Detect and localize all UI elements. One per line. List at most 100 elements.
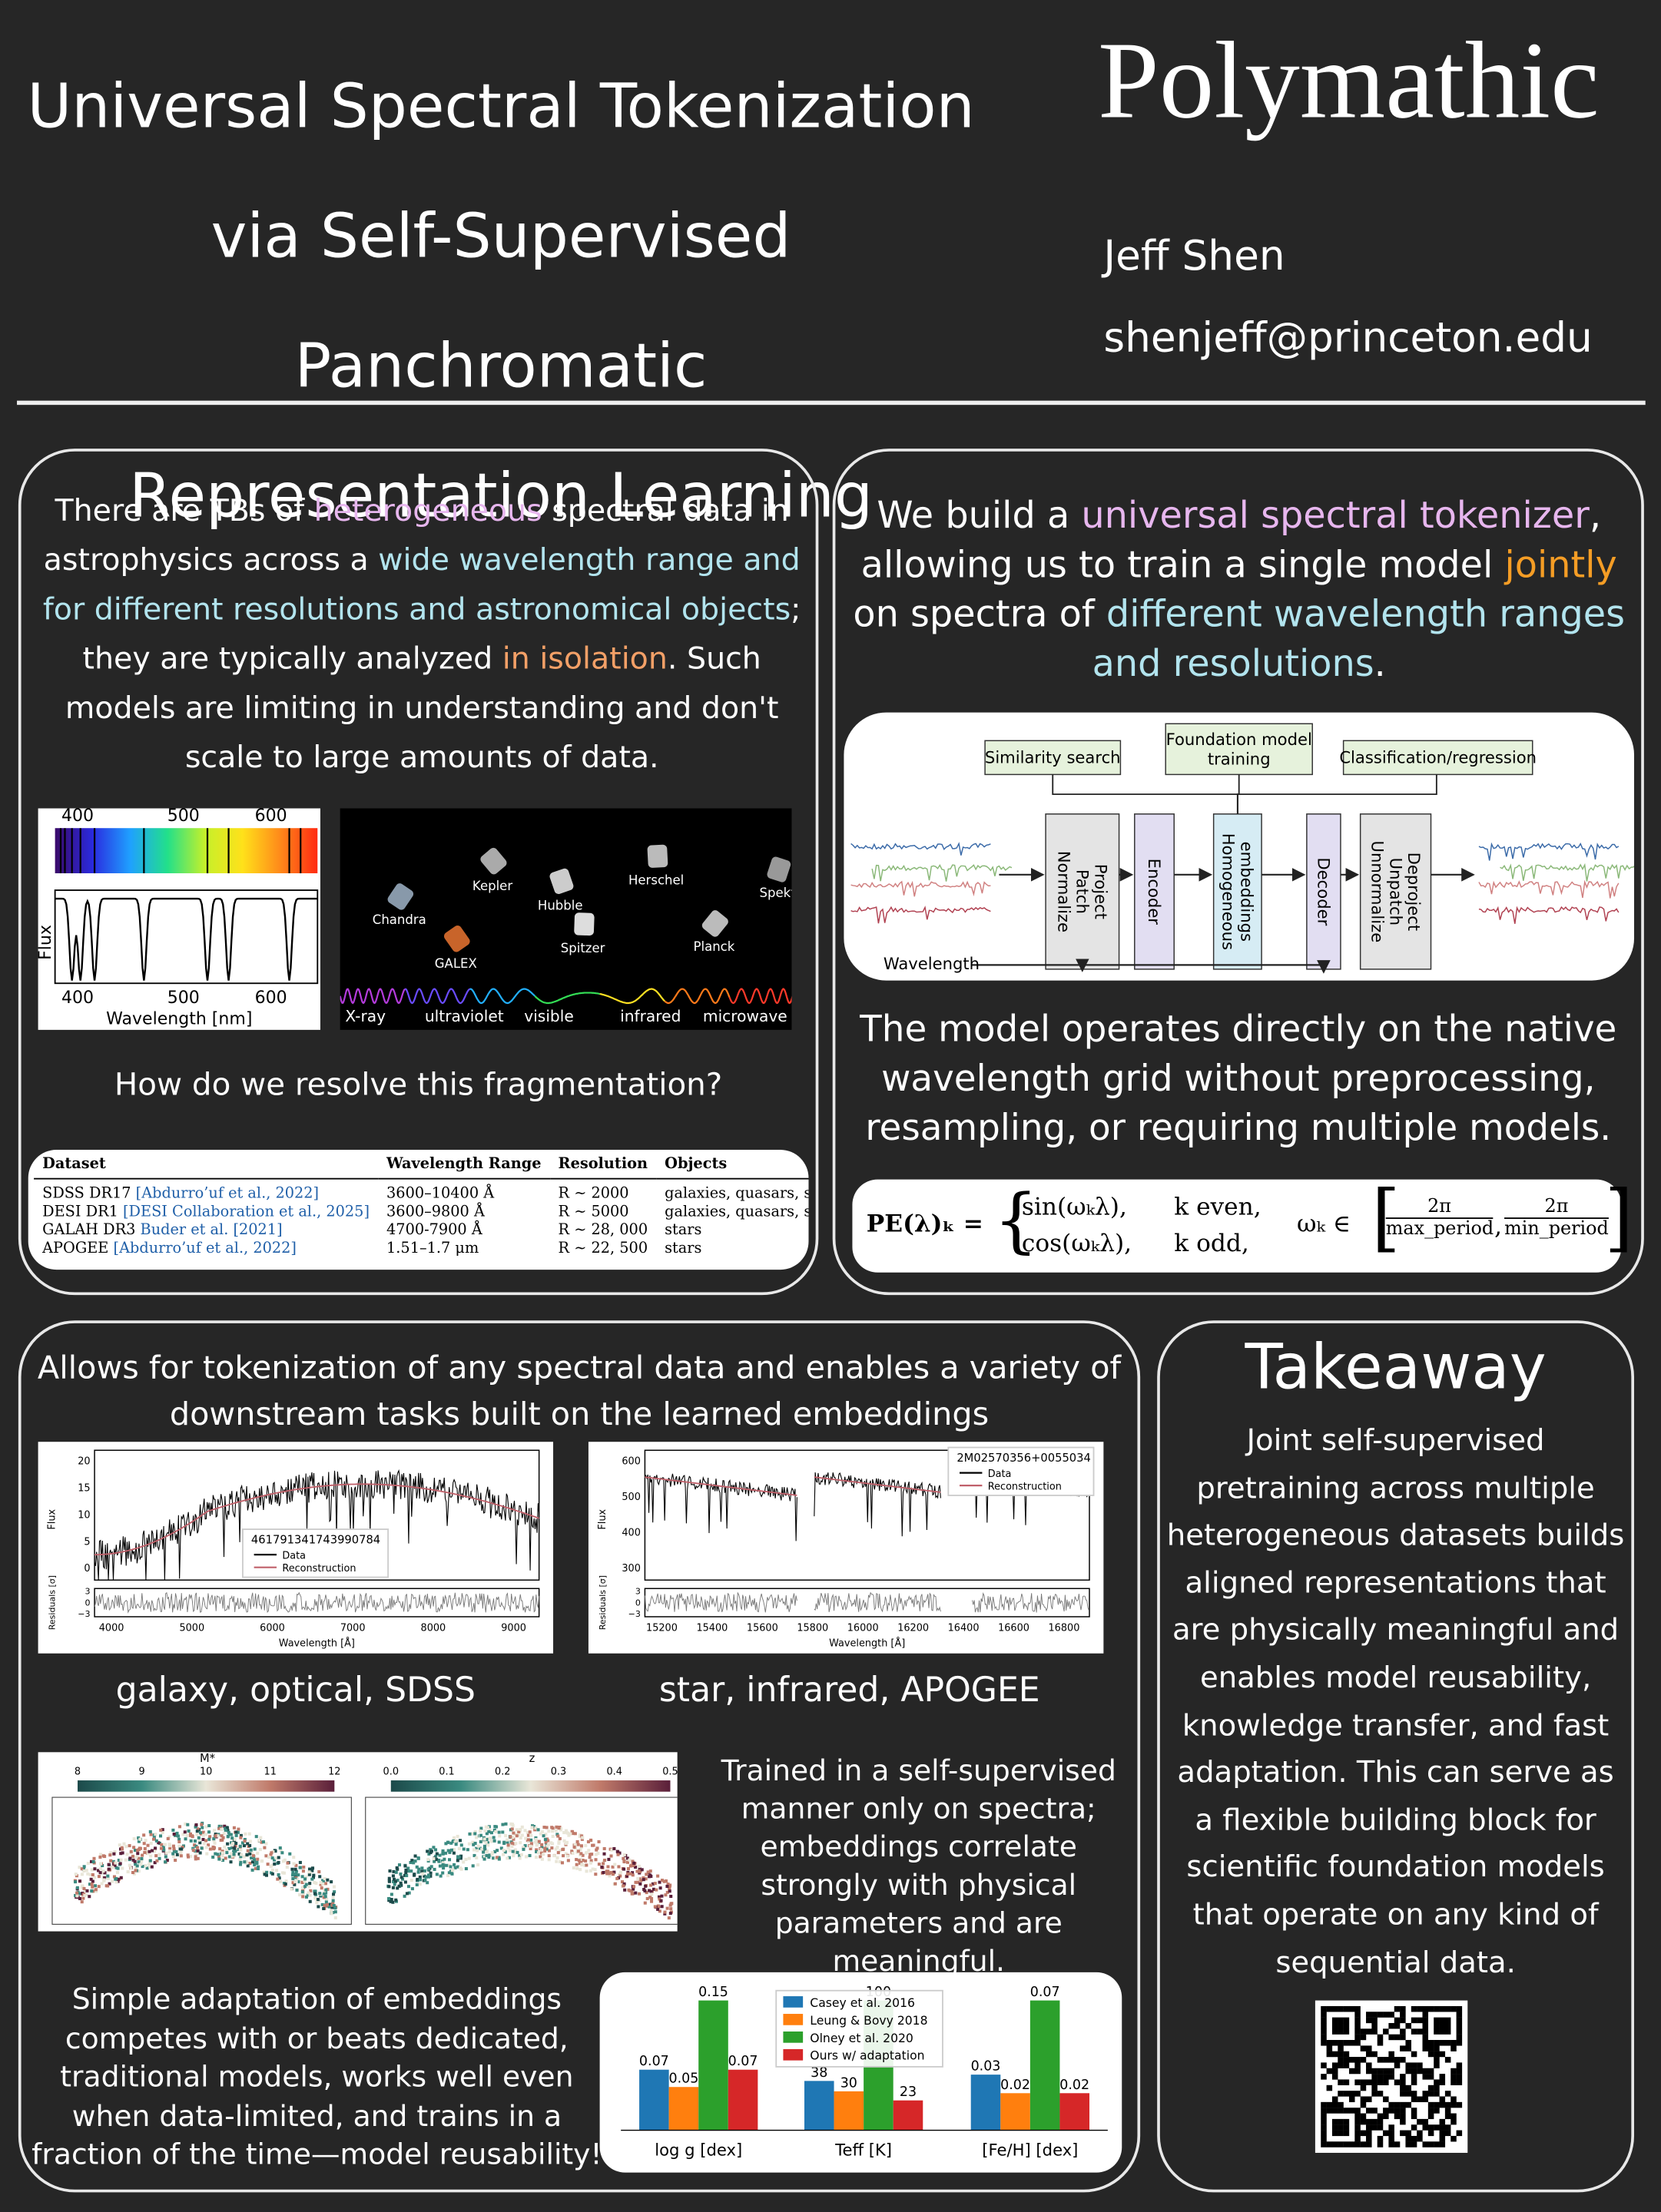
embedding-point [142, 1833, 146, 1837]
embedding-point [648, 1896, 652, 1899]
embedding-point [273, 1862, 277, 1866]
qr-module [1422, 2096, 1429, 2103]
embedding-point [89, 1877, 93, 1881]
embedding-point [246, 1842, 250, 1846]
qr-module [1388, 2057, 1394, 2063]
embedding-point [539, 1848, 543, 1852]
embedding-point [113, 1849, 117, 1854]
embedding-point [512, 1854, 516, 1858]
embedding-point [585, 1863, 588, 1867]
embedding-point [175, 1853, 179, 1856]
embedding-point [606, 1865, 610, 1869]
embedding-point [214, 1834, 217, 1838]
embedding-point [544, 1841, 548, 1845]
embedding-point [662, 1879, 666, 1883]
embedding-point [128, 1863, 131, 1867]
embedding-point [580, 1863, 584, 1867]
qr-module [1417, 2118, 1423, 2125]
embedding-point [75, 1894, 79, 1898]
qr-module [1354, 2079, 1361, 2085]
qr-module [1422, 2118, 1429, 2125]
qr-module [1388, 2068, 1394, 2075]
embedding-point [595, 1846, 599, 1850]
qr-module [1394, 2062, 1401, 2068]
embedding-point [270, 1868, 274, 1872]
citation: [Abdurro’uf et al., 2022] [113, 1240, 297, 1257]
qr-module [1338, 2005, 1344, 2012]
embedding-point [264, 1854, 268, 1858]
embedding-point [571, 1832, 575, 1836]
embedding-point [597, 1863, 601, 1866]
embedding-point [466, 1848, 469, 1852]
embedding-point [523, 1844, 527, 1848]
table-row: APOGEE [Abdurro’uf et al., 2022] 1.51–1.7… [34, 1240, 808, 1259]
embedding-point [245, 1859, 249, 1863]
qr-module [1354, 2057, 1361, 2063]
embedding-point [325, 1902, 329, 1906]
embedding-point [300, 1881, 304, 1885]
embedding-point [616, 1853, 620, 1856]
embedding-point [482, 1850, 486, 1854]
embedding-point [90, 1883, 94, 1886]
embedding-point [472, 1843, 476, 1846]
embedding-point [642, 1876, 645, 1879]
embedding-point [612, 1846, 616, 1850]
qr-module [1411, 2051, 1417, 2058]
embedding-point [131, 1858, 135, 1862]
embedding-point [207, 1830, 211, 1834]
embedding-point [503, 1850, 507, 1854]
embedding-point [638, 1867, 642, 1871]
embedding-point [395, 1866, 399, 1869]
embedding-point [236, 1830, 240, 1834]
qr-module [1405, 2022, 1411, 2029]
qr-module [1439, 2141, 1446, 2147]
qr-module [1338, 2124, 1344, 2131]
colorbar-tick: 9 [139, 1767, 145, 1778]
embedding-point [471, 1840, 475, 1844]
embedding-point [635, 1869, 639, 1873]
qr-module [1331, 2028, 1338, 2035]
embedding-point [492, 1836, 496, 1839]
qr-module [1343, 2141, 1350, 2147]
qr-module [1434, 2108, 1440, 2114]
qr-module [1377, 2141, 1384, 2147]
qr-module [1427, 2141, 1434, 2147]
embedding-point [442, 1866, 446, 1870]
table-cell: R ∼ 5000 [558, 1203, 629, 1220]
embedding-point [234, 1830, 238, 1834]
embedding-point [403, 1864, 407, 1868]
embedding-point [150, 1865, 154, 1869]
embedding-point [291, 1870, 295, 1874]
qr-module [1388, 2124, 1394, 2131]
embedding-point [562, 1854, 565, 1858]
qr-module [1354, 2135, 1361, 2142]
embedding-point [397, 1884, 401, 1888]
qr-module [1417, 2005, 1423, 2012]
embedding-point [160, 1843, 164, 1846]
qr-module [1405, 2130, 1411, 2137]
qr-module [1427, 2130, 1434, 2137]
embedding-point [608, 1874, 612, 1878]
embedding-point [426, 1849, 429, 1853]
plot-frame [94, 1449, 540, 1581]
embedding-point [479, 1833, 483, 1837]
embedding-point [515, 1828, 519, 1832]
text-segment: different wavelength ranges and resoluti… [1092, 594, 1626, 686]
qr-module [1377, 2068, 1384, 2075]
embedding-point [308, 1893, 312, 1897]
qr-module [1348, 2096, 1355, 2103]
embedding-point [632, 1887, 635, 1891]
embedding-point [207, 1843, 211, 1847]
embedding-point [490, 1853, 494, 1856]
embedding-point [177, 1844, 181, 1848]
embedding-point [448, 1858, 452, 1862]
embedding-point [399, 1872, 403, 1876]
embedding-point [204, 1839, 208, 1843]
formula-lhs: PE(λ)ₖ = [866, 1210, 983, 1239]
qr-module [1326, 2045, 1333, 2051]
embedding-point [177, 1839, 181, 1843]
embedding-point [224, 1848, 229, 1852]
embedding-point [459, 1843, 463, 1847]
embedding-point [608, 1872, 612, 1876]
embedding-point [195, 1846, 199, 1849]
